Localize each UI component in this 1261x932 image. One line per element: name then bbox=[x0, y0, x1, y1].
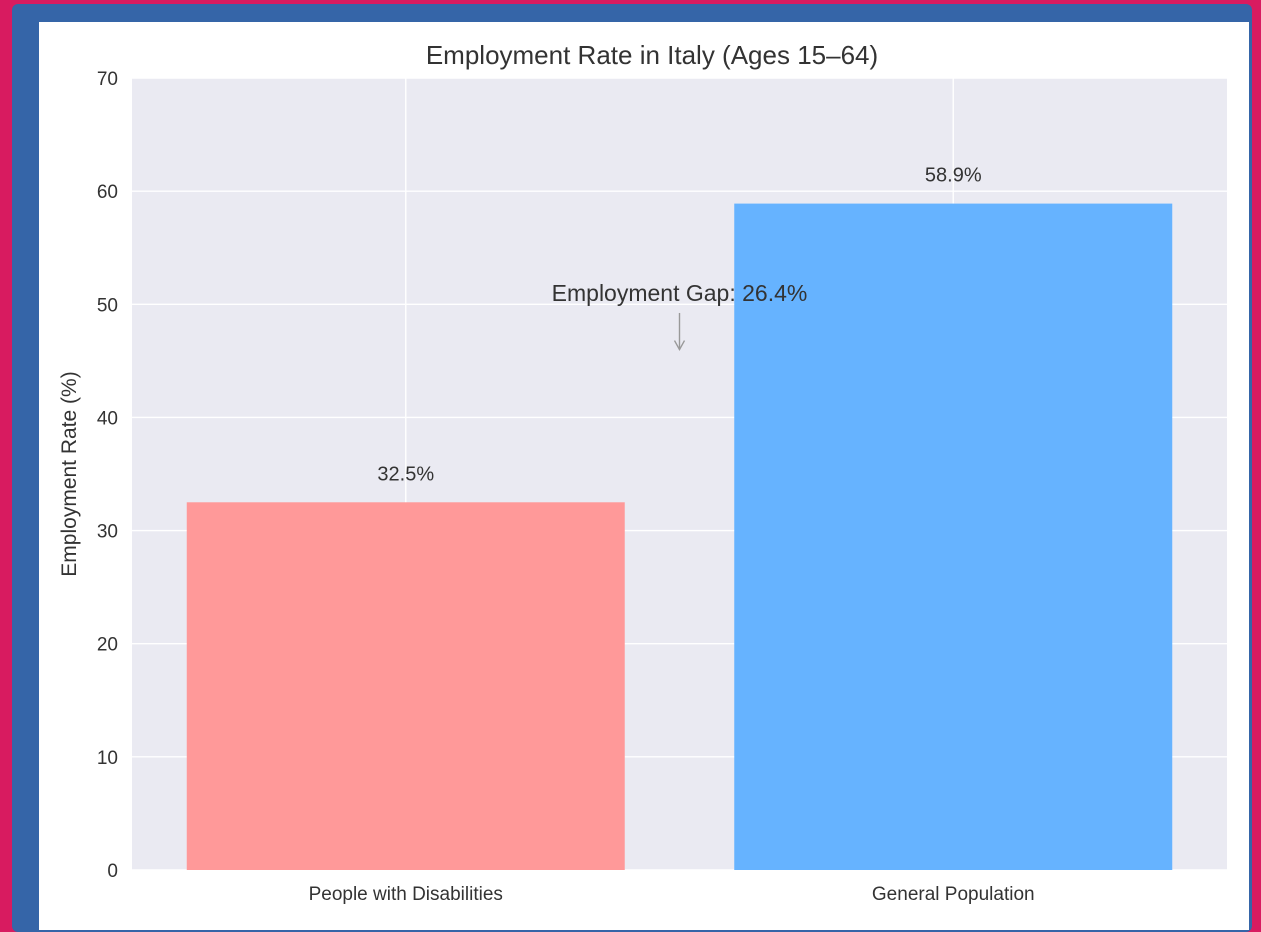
data-label-1: 58.9% bbox=[925, 165, 982, 187]
chart-frame: Employment Rate in Italy (Ages 15–64) 32… bbox=[12, 4, 1252, 932]
bar-1 bbox=[734, 203, 1173, 871]
y-tick-label: 30 bbox=[97, 522, 118, 543]
bar-chart: Employment Rate in Italy (Ages 15–64) 32… bbox=[58, 40, 1227, 905]
y-tick-label: 50 bbox=[97, 295, 118, 316]
gap-annotation-text: Employment Gap: 26.4% bbox=[552, 280, 808, 306]
y-tick-label: 10 bbox=[97, 748, 118, 769]
y-tick-label: 0 bbox=[107, 861, 118, 882]
y-tick-label: 60 bbox=[97, 182, 118, 203]
gap-annotation: Employment Gap: 26.4% bbox=[552, 280, 808, 351]
bars bbox=[186, 203, 1173, 871]
chart-canvas: Employment Rate in Italy (Ages 15–64) 32… bbox=[39, 22, 1249, 930]
x-axis-ticks: People with Disabilities General Populati… bbox=[309, 884, 1035, 905]
y-tick-label: 70 bbox=[97, 69, 118, 90]
bar-0 bbox=[186, 502, 625, 870]
data-labels: 32.5% 58.9% bbox=[377, 165, 981, 486]
y-axis-ticks: 0 10 20 30 40 50 60 70 bbox=[97, 69, 118, 882]
data-label-0: 32.5% bbox=[377, 463, 434, 485]
y-tick-label: 40 bbox=[97, 408, 118, 429]
y-axis-label: Employment Rate (%) bbox=[58, 371, 81, 576]
x-tick-label-1: General Population bbox=[872, 884, 1035, 905]
y-tick-label: 20 bbox=[97, 635, 118, 656]
chart-title: Employment Rate in Italy (Ages 15–64) bbox=[426, 40, 878, 70]
arrow-head bbox=[673, 340, 686, 351]
gap-annotation-arrow bbox=[673, 312, 686, 351]
x-tick-label-0: People with Disabilities bbox=[309, 884, 503, 905]
